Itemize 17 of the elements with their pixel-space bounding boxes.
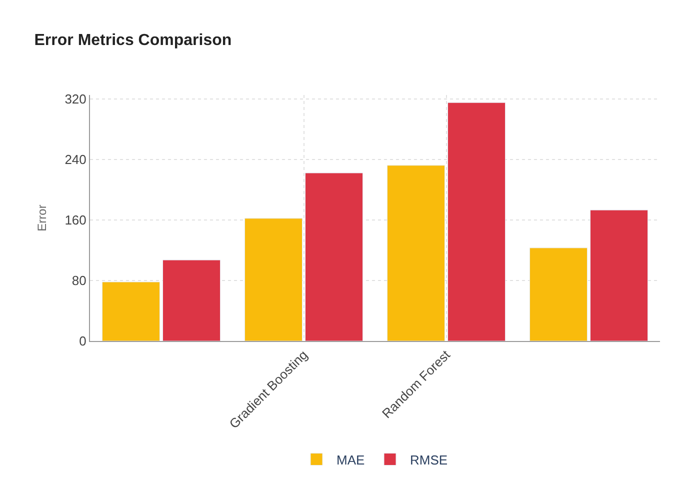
bar (529, 248, 588, 341)
y-axis-title: Error (34, 204, 49, 232)
legend-label: MAE (336, 452, 365, 468)
chart-title: Error Metrics Comparison (34, 32, 232, 50)
bar (386, 165, 445, 341)
y-tick-label: 80 (72, 273, 86, 288)
y-tick-label: 320 (64, 91, 86, 106)
y-tick-label: 0 (79, 334, 86, 349)
bar (305, 172, 364, 341)
legend-label: RMSE (410, 452, 448, 468)
bar (244, 218, 302, 341)
bar (590, 210, 648, 341)
bar (162, 260, 221, 341)
y-tick-label: 160 (64, 212, 86, 228)
bar (102, 282, 160, 341)
y-tick-label: 240 (64, 152, 86, 167)
bar (448, 102, 506, 341)
